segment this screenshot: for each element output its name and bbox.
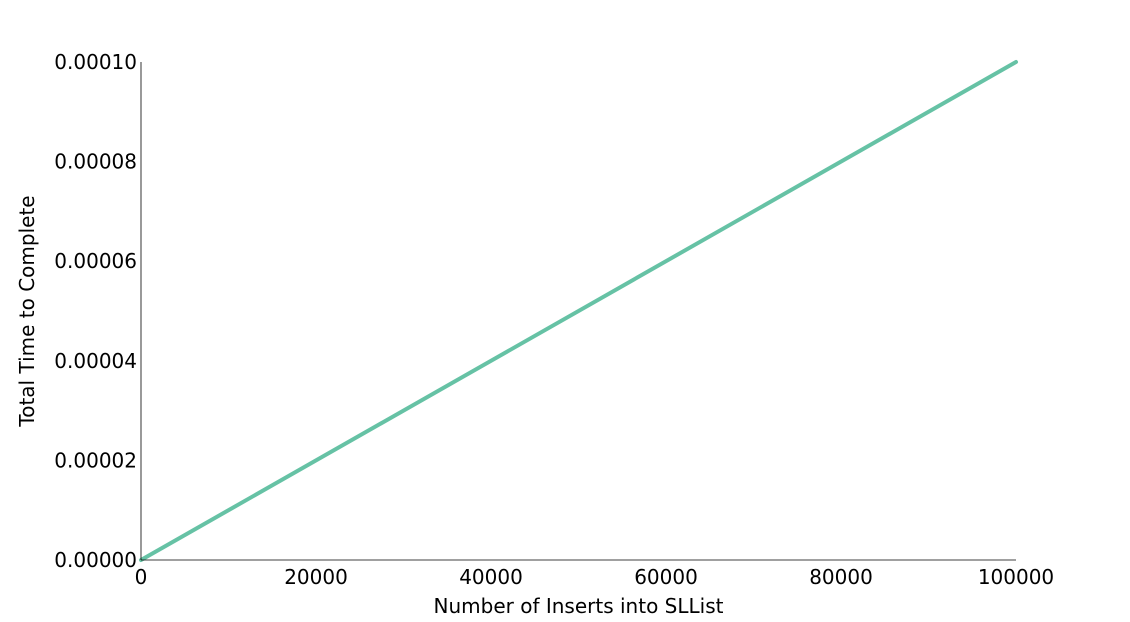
x-tick-label: 100000: [978, 565, 1054, 589]
y-tick-label: 0.00002: [54, 448, 137, 472]
y-axis-ticks: 0.00000 0.00002 0.00004 0.00006 0.00008 0.000…: [54, 50, 137, 572]
series-line: [139, 60, 1018, 562]
y-tick-label: 0.00008: [54, 150, 137, 174]
x-tick-label: 20000: [284, 565, 348, 589]
y-tick-label: 0.00006: [54, 249, 137, 273]
series-layer: [139, 60, 1018, 562]
y-tick-label: 0.00000: [54, 548, 137, 572]
x-tick-label: 60000: [634, 565, 698, 589]
x-tick-label: 40000: [459, 565, 523, 589]
x-axis-ticks: 0 20000 40000 60000 80000 100000: [135, 565, 1055, 589]
y-axis-title: Total Time to Complete: [15, 195, 39, 427]
y-tick-label: 0.00010: [54, 50, 137, 74]
x-tick-label: 80000: [809, 565, 873, 589]
x-tick-label: 0: [135, 565, 148, 589]
y-tick-label: 0.00004: [54, 349, 137, 373]
x-axis-title: Number of Inserts into SLList: [434, 594, 724, 618]
